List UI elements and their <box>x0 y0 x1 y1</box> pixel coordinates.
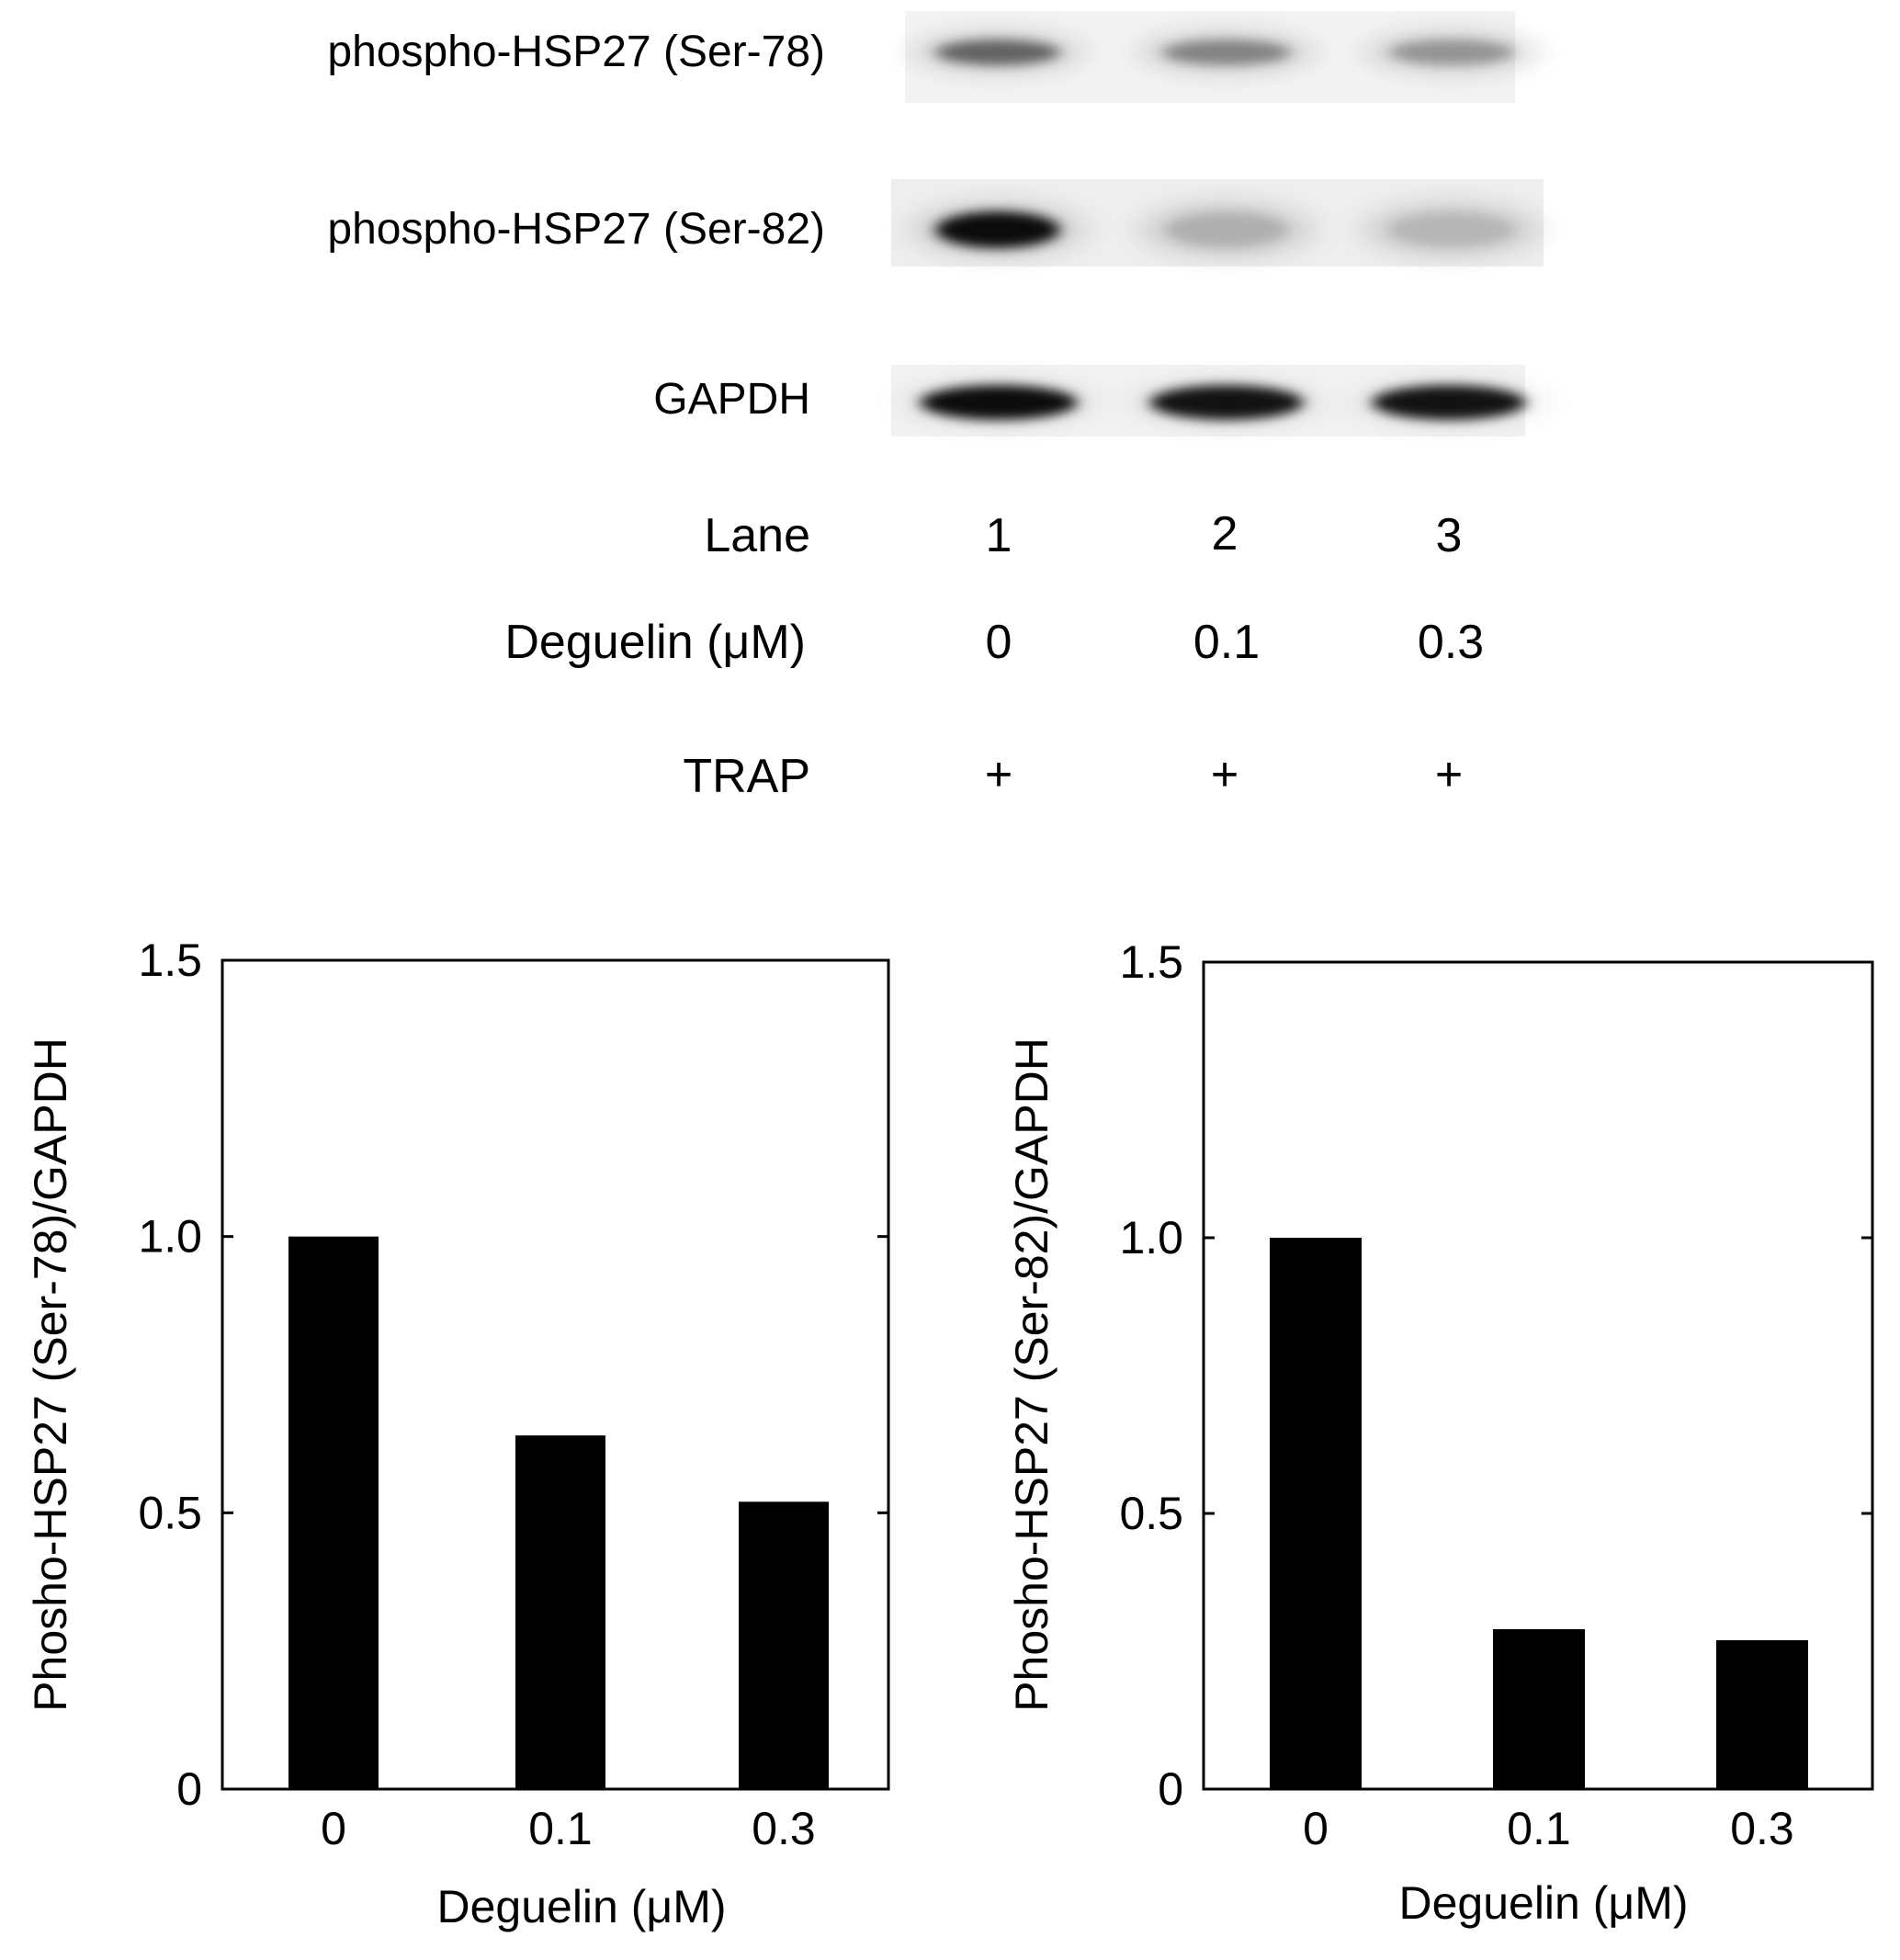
trap-lane-1-value: + <box>985 748 1012 801</box>
deguelin-lane-3-value: 0.3 <box>1418 616 1484 669</box>
blot-band-3-lane-1 <box>920 385 1078 420</box>
blot-band-1-lane-3 <box>1389 40 1514 65</box>
y-tick-label-0-5: 0.5 <box>138 1487 202 1538</box>
bar-chart-ser78: Phosho-HSP27 (Ser-78)/GAPDH Deguelin (μM… <box>25 935 890 1932</box>
condition-row-deguelin: Deguelin (μM) 0 0.1 0.3 <box>504 616 1484 669</box>
blot-band-3-lane-2 <box>1149 385 1304 420</box>
y-tick-label-0-5: 0.5 <box>1119 1488 1183 1539</box>
deguelin-lane-1-value: 0 <box>986 616 1012 669</box>
blot-bands-gapdh <box>892 372 1554 433</box>
x-tick-label-0-1: 0.1 <box>1507 1803 1571 1854</box>
bar-0-3 <box>1716 1640 1808 1789</box>
blot-row-gapdh: GAPDH <box>653 365 1554 436</box>
lane-1-value: 1 <box>986 509 1012 562</box>
deguelin-lane-2-value: 0.1 <box>1193 616 1260 669</box>
condition-label-deguelin: Deguelin (μM) <box>504 616 806 669</box>
bar-chart-ser82: Phosho-HSP27 (Ser-82)/GAPDH Deguelin (μM… <box>1006 936 1874 1929</box>
x-tick-label-0-1: 0.1 <box>528 1803 593 1854</box>
x-tick-label-0-3: 0.3 <box>1730 1803 1794 1854</box>
y-tick-label-0: 0 <box>176 1763 202 1815</box>
x-axis-title-ser78: Deguelin (μM) <box>436 1881 726 1932</box>
y-tick-label-1-5: 1.5 <box>138 935 202 986</box>
y-tick-label-0: 0 <box>1158 1763 1183 1815</box>
y-axis-title-ser78: Phosho-HSP27 (Ser-78)/GAPDH <box>25 1037 76 1712</box>
blot-band-2-lane-1 <box>935 211 1060 248</box>
trap-lane-3-value: + <box>1435 748 1463 801</box>
blot-label-ser82: phospho-HSP27 (Ser-82) <box>327 205 825 254</box>
trap-lane-2-value: + <box>1211 748 1238 801</box>
blot-row-ser82: phospho-HSP27 (Ser-82) <box>327 179 1544 266</box>
x-tick-label-0-3: 0.3 <box>752 1803 816 1854</box>
blot-band-3-lane-3 <box>1372 385 1526 420</box>
condition-table: Lane 1 2 3 Deguelin (μM) 0 0.1 0.3 TRAP … <box>504 507 1484 803</box>
x-axis-title-ser82: Deguelin (μM) <box>1398 1877 1688 1929</box>
western-blot-panel: phospho-HSP27 (Ser-78) phospho-HSP27 (Se… <box>327 11 1554 803</box>
condition-label-lane: Lane <box>704 509 810 562</box>
blot-bands-ser82 <box>908 198 1544 261</box>
bar-0-3 <box>739 1501 829 1789</box>
bar-0-1 <box>1493 1629 1585 1789</box>
blot-bands-ser78 <box>908 27 1542 78</box>
chart-marks-ser78: 0 0.1 0.3 0 0.5 1.0 1.5 <box>138 935 888 1854</box>
lane-3-value: 3 <box>1436 509 1463 562</box>
bar-0 <box>1270 1238 1362 1789</box>
y-tick-label-1-0: 1.0 <box>138 1211 202 1263</box>
condition-row-trap: TRAP + + + <box>683 748 1463 803</box>
lane-2-value: 2 <box>1212 507 1238 561</box>
blot-band-1-lane-1 <box>935 40 1060 65</box>
condition-row-lane: Lane 1 2 3 <box>704 507 1462 562</box>
blot-band-2-lane-2 <box>1164 211 1289 248</box>
condition-label-trap: TRAP <box>683 750 810 803</box>
y-tick-label-1-5: 1.5 <box>1119 936 1183 988</box>
blot-band-2-lane-3 <box>1387 211 1516 248</box>
blot-label-ser78: phospho-HSP27 (Ser-78) <box>327 28 825 76</box>
x-tick-label-0: 0 <box>1303 1803 1329 1854</box>
blot-row-ser78: phospho-HSP27 (Ser-78) <box>327 11 1542 103</box>
bar-0-1 <box>515 1435 605 1789</box>
x-tick-label-0: 0 <box>321 1803 346 1854</box>
chart-marks-ser82: 0 0.1 0.3 0 0.5 1.0 1.5 <box>1119 936 1872 1854</box>
y-tick-label-1-0: 1.0 <box>1119 1212 1183 1263</box>
blot-label-gapdh: GAPDH <box>653 375 810 424</box>
bar-0 <box>288 1236 379 1789</box>
y-axis-title-ser82: Phosho-HSP27 (Ser-82)/GAPDH <box>1006 1037 1057 1712</box>
blot-band-1-lane-2 <box>1162 40 1291 65</box>
